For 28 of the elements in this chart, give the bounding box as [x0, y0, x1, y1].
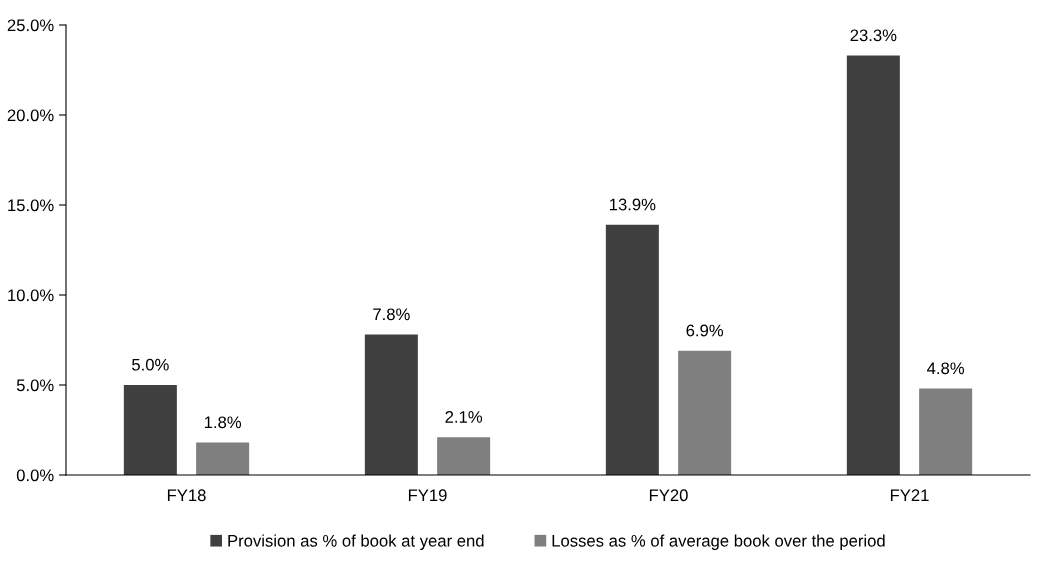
- x-tick-label: FY18: [167, 489, 206, 502]
- data-label: 5.0%: [132, 358, 169, 371]
- bar: [364, 334, 418, 475]
- bar: [678, 350, 732, 475]
- x-tick-label: FY19: [408, 489, 447, 502]
- y-tick-label: 15.0%: [8, 199, 54, 212]
- data-label: 23.3%: [850, 29, 897, 42]
- legend-label: Provision as % of book at year end: [228, 534, 484, 550]
- data-label: 6.9%: [686, 324, 724, 337]
- x-tick-label: FY20: [649, 489, 688, 502]
- y-tick-label: 10.0%: [8, 289, 54, 302]
- y-tick-label: 0.0%: [16, 469, 54, 482]
- y-tick-label: 25.0%: [7, 19, 54, 32]
- x-tick-label: FY21: [890, 489, 929, 501]
- bar: [605, 224, 659, 475]
- bar: [123, 385, 177, 475]
- data-label: 4.8%: [927, 362, 965, 375]
- bar: [196, 442, 250, 475]
- y-tick-label: 5.0%: [16, 379, 54, 392]
- bar: [919, 388, 973, 475]
- y-tick-label: 20.0%: [7, 109, 54, 122]
- data-label: 13.9%: [609, 198, 656, 211]
- data-label: 7.8%: [373, 308, 410, 321]
- bar: [437, 437, 491, 475]
- data-label: 2.1%: [445, 410, 483, 423]
- bar: [846, 55, 900, 475]
- legend-label: Losses as % of average book over the period: [552, 534, 885, 550]
- data-label: 1.8%: [204, 416, 242, 429]
